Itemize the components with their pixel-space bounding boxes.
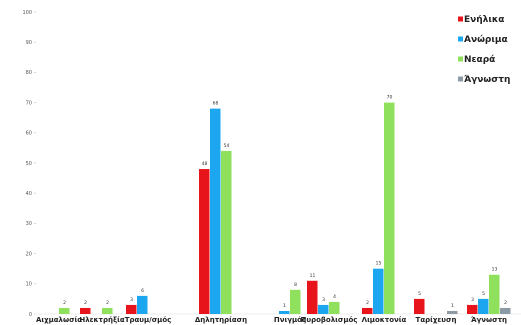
- bar: [329, 301, 340, 314]
- value-label: 68: [213, 101, 219, 107]
- value-label: 1: [283, 303, 286, 309]
- category-label: Δηλητηρίαση: [195, 316, 247, 324]
- value-label: 1: [451, 303, 454, 309]
- bar: [478, 298, 489, 314]
- y-tick-label: 40: [26, 191, 32, 197]
- value-label: 3: [471, 297, 474, 303]
- legend-label: Ενήλικα: [464, 15, 504, 25]
- bar: [126, 304, 137, 314]
- value-label: 2: [504, 300, 507, 306]
- bar: [414, 298, 425, 314]
- value-label: 70: [387, 95, 393, 101]
- bar: [137, 295, 148, 314]
- bar: [80, 307, 91, 314]
- bar: [221, 150, 232, 314]
- value-label: 2: [84, 300, 87, 306]
- bar: [447, 310, 458, 314]
- category-label: Ηλεκτρήξία: [79, 316, 124, 324]
- bar: [384, 102, 395, 314]
- category-label: Άγνωστη: [471, 316, 507, 324]
- category-label: Πνιγμός: [274, 316, 306, 324]
- value-label: 3: [130, 297, 133, 303]
- value-label: 54: [224, 143, 230, 149]
- bar: [279, 310, 290, 314]
- bar: [210, 108, 221, 314]
- value-label: 6: [141, 288, 144, 294]
- y-tick-label: 20: [26, 251, 32, 257]
- value-label: 2: [106, 300, 109, 306]
- bar: [318, 304, 329, 314]
- y-tick-label: 90: [26, 40, 32, 46]
- category-label: Τραυμ/σμός: [125, 316, 172, 324]
- value-label: 3: [322, 297, 325, 303]
- y-tick-label: 80: [26, 70, 32, 76]
- y-tick-label: 60: [26, 131, 32, 137]
- bar: [500, 307, 511, 314]
- legend-label: Ανώριμα: [464, 34, 508, 45]
- value-label: 15: [376, 261, 382, 267]
- legend: Ενήλικα Ανώριμα Νεαρά Άγνωστη: [458, 15, 510, 85]
- value-label: 11: [310, 273, 316, 279]
- y-tick-label: 50: [26, 161, 32, 167]
- legend-swatch: [458, 36, 463, 42]
- bar: [290, 289, 301, 314]
- bars-group: [59, 102, 511, 314]
- value-label: 5: [418, 291, 421, 297]
- y-tick-label: 70: [26, 100, 32, 106]
- bar: [307, 280, 318, 314]
- category-label: Αιχμαλωσία: [36, 316, 82, 324]
- value-label: 8: [294, 282, 297, 288]
- bar: [102, 307, 113, 314]
- bar: [373, 268, 384, 314]
- y-tick-label: 30: [26, 221, 32, 227]
- bar: [59, 307, 70, 314]
- y-tick-label: 10: [26, 282, 32, 288]
- bar: [467, 304, 478, 314]
- bar: [489, 274, 500, 314]
- value-label: 2: [366, 300, 369, 306]
- category-label: Πυροβολισμός: [301, 316, 358, 324]
- value-label: 2: [63, 300, 66, 306]
- bar: [362, 307, 373, 314]
- value-label: 5: [482, 291, 485, 297]
- value-label: 48: [202, 161, 208, 167]
- legend-label: Νεαρά: [464, 55, 495, 65]
- y-tick-label: 0: [29, 312, 32, 318]
- legend-label: Άγνωστη: [464, 75, 510, 85]
- bar: [199, 169, 210, 314]
- value-label: 13: [492, 267, 498, 273]
- value-label: 4: [333, 294, 336, 300]
- y-axis: 0 10 20 30 40 50 60 70 80 90 100: [22, 10, 521, 318]
- legend-swatch: [458, 16, 463, 22]
- y-tick-label: 100: [22, 10, 32, 16]
- legend-swatch: [458, 56, 463, 62]
- legend-swatch: [458, 76, 463, 82]
- category-label: Λιμοκτονία: [362, 316, 407, 324]
- category-label: Ταρίχευση: [416, 316, 457, 324]
